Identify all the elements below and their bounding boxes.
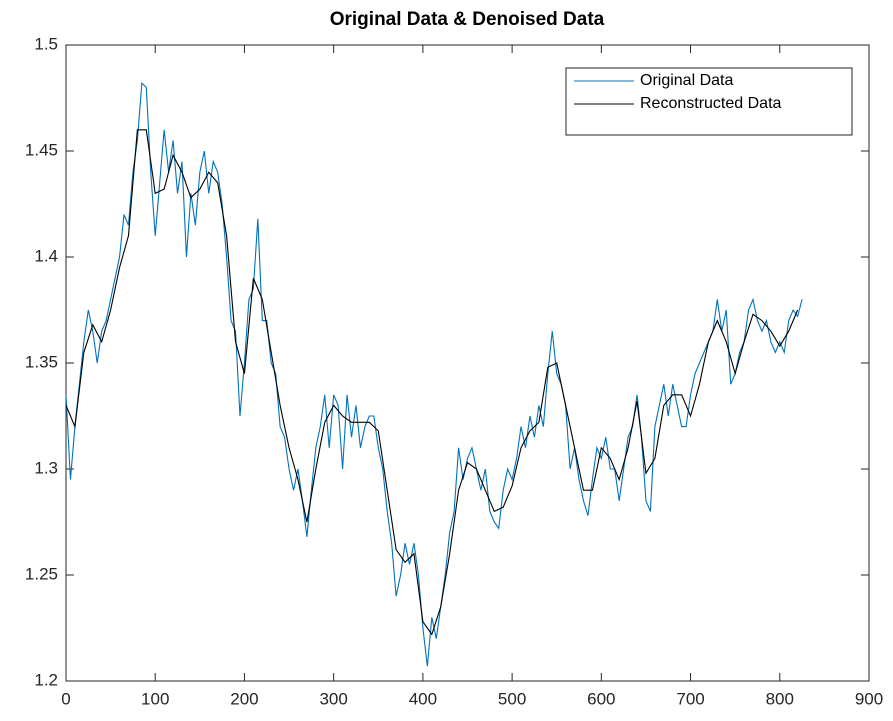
x-tick-label: 200 [230,689,258,708]
y-tick-label: 1.3 [34,458,58,477]
legend-label: Reconstructed Data [640,95,782,112]
x-tick-label: 700 [676,689,704,708]
y-tick-label: 1.4 [34,246,58,265]
x-tick-label: 900 [855,689,883,708]
plot-area [65,44,870,682]
legend-box [565,67,853,136]
y-tick-label: 1.45 [25,140,58,159]
x-tick-label: 500 [498,689,526,708]
x-tick-label: 0 [61,689,70,708]
y-tick-label: 1.35 [25,352,58,371]
data-line [65,129,799,636]
y-tick-label: 1.2 [34,670,58,689]
y-tick-label: 1.25 [25,564,58,583]
x-tick-label: 600 [587,689,615,708]
chart-title: Original Data & Denoised Data [330,9,605,30]
x-tick-label: 400 [409,689,437,708]
x-tick-label: 800 [766,689,794,708]
y-tick-label: 1.5 [34,34,58,53]
legend-label: Original Data [640,72,733,89]
x-tick-label: 300 [319,689,347,708]
x-tick-label: 100 [141,689,169,708]
